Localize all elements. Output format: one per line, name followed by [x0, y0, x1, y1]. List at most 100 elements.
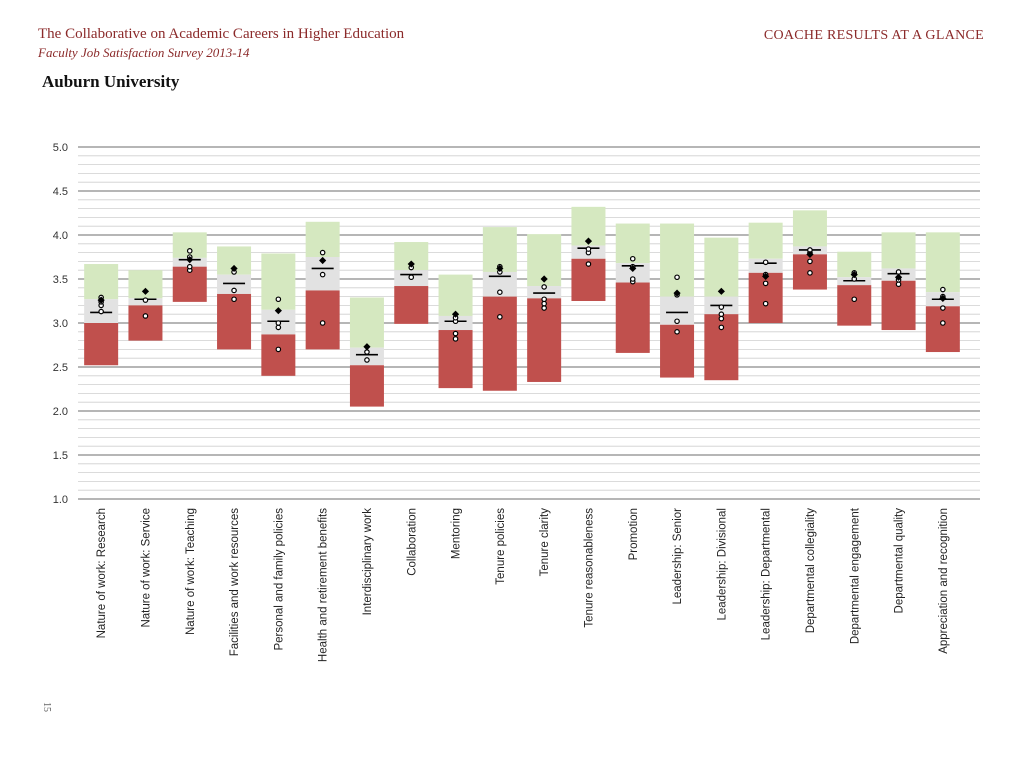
diamond-marker [319, 256, 327, 265]
y-tick-label: 4.0 [53, 230, 68, 242]
peer-dot-marker [585, 261, 592, 267]
category-group [261, 253, 296, 376]
diamond-marker [274, 307, 282, 315]
x-category-label: Health and retirement benefits [318, 508, 330, 662]
lower-range-bar [349, 365, 384, 407]
peer-dot-marker [674, 274, 680, 281]
peer-dot-marker [142, 313, 149, 319]
peer-dot-marker [585, 246, 592, 252]
y-tick-label: 3.5 [53, 274, 68, 286]
peer-dot-marker [629, 276, 636, 282]
y-tick-label: 2.0 [53, 406, 68, 418]
upper-range-bar [84, 264, 119, 300]
peer-dot-marker [408, 274, 415, 281]
y-tick-label: 3.0 [53, 318, 68, 330]
peer-dot-marker [275, 346, 282, 353]
x-category-label: Leadership: Divisional [716, 508, 728, 621]
diamond-marker [97, 296, 105, 304]
diamond-marker [451, 310, 460, 318]
diamond-marker [186, 256, 194, 264]
peer-dot-marker [364, 349, 370, 355]
lower-range-bar [305, 290, 340, 350]
peer-dot-marker [674, 328, 680, 335]
institution-name: Auburn University [42, 72, 180, 91]
lower-range-bar [881, 280, 916, 331]
lower-range-bar [527, 298, 562, 382]
peer-dot-marker [452, 336, 459, 342]
peer-dot-marker [718, 304, 725, 310]
upper-range-bar [438, 274, 473, 316]
diamond-marker [762, 272, 770, 280]
peer-dot-marker [319, 271, 326, 278]
category-group [748, 222, 783, 323]
peer-dot-marker [851, 296, 858, 303]
category-group [172, 232, 207, 302]
x-category-label: Tenure policies [495, 508, 507, 585]
peer-dot-marker [319, 320, 326, 326]
x-category-label: Nature of work: Research [96, 508, 108, 638]
category-group [925, 232, 960, 353]
diamond-marker [629, 264, 637, 273]
diamond-marker [141, 287, 150, 295]
peer-dot-marker [98, 308, 104, 315]
x-category-label: Tenure reasonableness [583, 508, 595, 628]
diamond-marker [407, 260, 415, 268]
category-group [837, 251, 872, 326]
peer-dot-marker [762, 280, 769, 287]
peer-dot-marker [319, 249, 326, 256]
y-axis-ticks: 1.0 1.5 2.0 2.5 3.0 3.5 4.0 4.5 5.0 [53, 142, 68, 506]
category-group [394, 242, 429, 324]
middle-range-bar [217, 274, 252, 294]
x-category-label: Promotion [628, 508, 640, 560]
x-category-label: Personal and family policies [273, 508, 285, 651]
x-category-label: Leadership: Departmental [761, 508, 773, 640]
x-category-label: Nature of work: Service [140, 508, 152, 628]
peer-dot-marker [541, 300, 547, 307]
peer-dot-marker [275, 324, 282, 331]
peer-dot-marker [807, 258, 813, 265]
upper-range-bar [349, 297, 384, 348]
diamond-marker [850, 271, 858, 279]
peer-dot-marker [231, 296, 237, 303]
x-category-label: Interdisciplinary work [362, 508, 374, 616]
y-tick-label: 2.5 [53, 362, 68, 374]
diamond-marker [939, 294, 947, 302]
upper-range-bar [748, 222, 783, 259]
middle-range-bar [349, 347, 384, 366]
peer-dot-marker [142, 297, 149, 303]
category-group [792, 210, 827, 290]
peer-dot-marker [186, 248, 193, 254]
x-category-label: Leadership: Senior [672, 508, 684, 605]
category-group [881, 232, 916, 331]
middle-range-bar [615, 263, 650, 283]
lower-range-bar [261, 334, 296, 376]
peer-dot-marker [452, 330, 459, 337]
x-category-label: Departmental engagement [849, 507, 861, 644]
y-tick-label: 1.5 [53, 450, 68, 462]
category-group [349, 297, 384, 407]
upper-range-bar [172, 232, 207, 258]
category-group [571, 206, 606, 301]
diamond-marker [894, 273, 903, 281]
lower-range-bar [217, 293, 252, 350]
category-group [482, 227, 517, 391]
x-category-label: Nature of work: Teaching [185, 508, 197, 635]
x-category-label: Departmental quality [894, 508, 906, 614]
peer-dot-marker [629, 255, 636, 262]
category-group [660, 223, 695, 378]
gridlines [78, 146, 980, 500]
lower-range-bar [482, 296, 517, 391]
peer-dot-marker [231, 287, 237, 294]
peer-dot-marker [940, 305, 946, 311]
peer-dot-marker [275, 296, 282, 303]
page-number: 15 [41, 702, 52, 712]
peer-dot-marker [541, 296, 547, 303]
x-category-label: Mentoring [451, 508, 463, 559]
category-group [438, 274, 473, 389]
peer-dot-marker [718, 324, 725, 331]
peer-dot-marker [762, 259, 769, 266]
peer-dot-marker [762, 300, 769, 307]
category-group [615, 223, 650, 353]
lower-range-bar [748, 272, 783, 323]
